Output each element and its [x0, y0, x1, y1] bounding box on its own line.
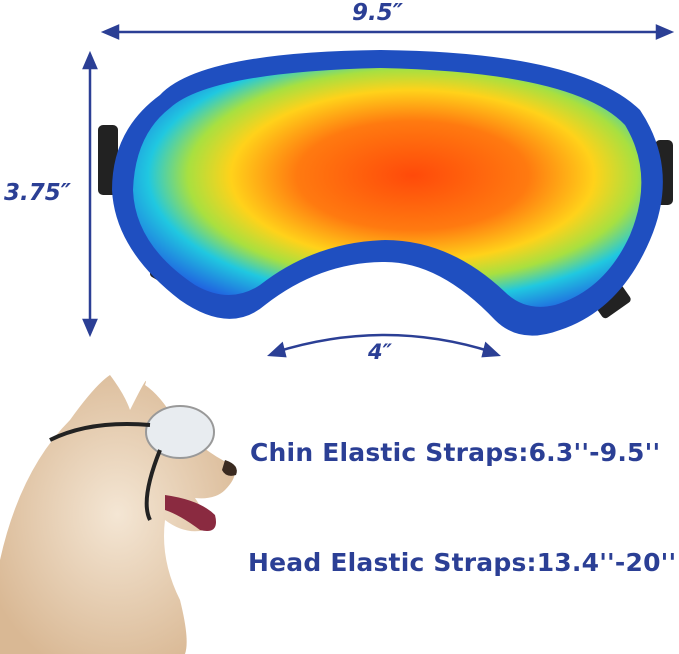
goggle-lens	[133, 68, 642, 307]
height-dimension-label: 3.75″	[4, 180, 72, 206]
nose-arrow	[267, 333, 501, 358]
height-arrow	[82, 50, 98, 338]
width-dimension-label: 9.5″	[352, 0, 404, 26]
dog-illustration	[0, 375, 237, 654]
dog-goggles	[145, 405, 215, 459]
nose-bridge-dimension-label: 4″	[368, 340, 392, 364]
head-strap-label: Head Elastic Straps:13.4''-20''	[248, 548, 677, 577]
width-arrow	[100, 24, 675, 40]
chin-strap-label: Chin Elastic Straps:6.3''-9.5''	[250, 438, 661, 467]
